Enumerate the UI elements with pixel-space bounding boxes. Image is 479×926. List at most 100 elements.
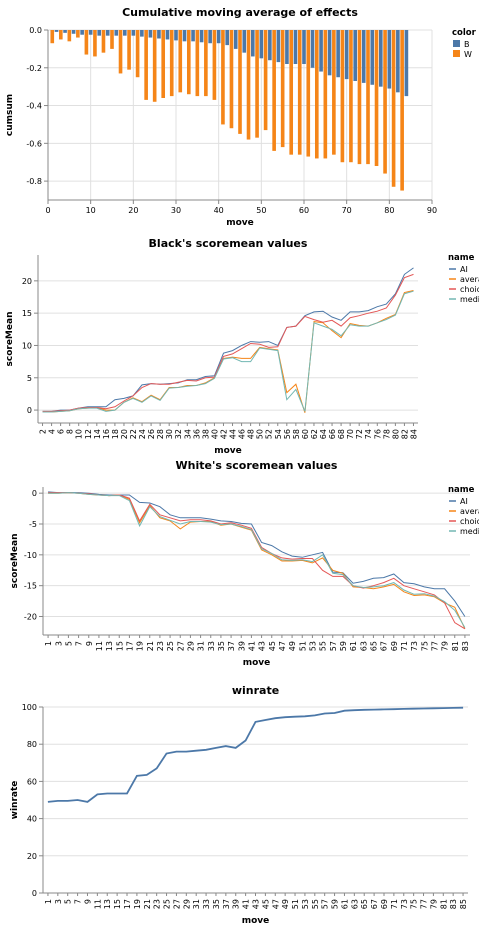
bar-B [344, 30, 349, 80]
x-tick-label: 27 [176, 641, 185, 651]
x-tick-label: 50 [256, 206, 266, 215]
x-tick-label: 51 [291, 899, 300, 909]
x-tick-label: 77 [430, 641, 439, 651]
bar-B [114, 30, 119, 36]
bar-W [255, 30, 259, 138]
x-tick-label: 43 [252, 899, 261, 909]
x-tick-label: 39 [232, 899, 241, 909]
x-tick-label: 11 [95, 641, 104, 651]
x-tick-label: 66 [328, 429, 337, 439]
x-tick-label: 52 [265, 429, 274, 439]
x-tick-label: 36 [192, 429, 201, 439]
x-tick-label: 44 [229, 429, 238, 439]
x-tick-label: 38 [201, 429, 210, 439]
bar-W [67, 30, 72, 42]
bar-B [105, 30, 110, 36]
legend-label: average [460, 275, 479, 284]
bar-W [110, 30, 114, 49]
x-tick-label: 58 [292, 429, 301, 439]
y-tick-label: -0.2 [26, 64, 42, 73]
bar-W [314, 30, 319, 159]
x-tick-label: 8 [66, 429, 75, 434]
x-tick-label: 75 [410, 899, 419, 909]
bar-B [191, 30, 195, 42]
x-tick-label: 72 [355, 429, 364, 439]
x-tick-label: 20 [120, 429, 129, 439]
bar-B [63, 30, 67, 33]
bar-W [144, 30, 148, 100]
bar-B [259, 30, 264, 59]
x-tick-label: 23 [153, 899, 162, 909]
bar-W [93, 30, 97, 57]
legend-label: median [460, 295, 479, 304]
y-tick-label: -0.4 [26, 102, 42, 111]
x-tick-label: 20 [128, 206, 138, 215]
x-tick-label: 47 [278, 641, 287, 651]
x-tick-label: 43 [258, 641, 267, 651]
bar-B [302, 30, 306, 64]
bar-B [157, 30, 161, 39]
bar-W [229, 30, 234, 129]
x-tick-label: 26 [147, 429, 156, 439]
x-tick-label: 31 [197, 641, 206, 651]
series-line-average [48, 492, 466, 630]
bar-B [199, 30, 204, 43]
x-tick-label: 27 [172, 899, 181, 909]
bar-W [340, 30, 345, 163]
x-tick-label: 63 [350, 899, 359, 909]
x-tick-label: 55 [319, 641, 328, 651]
bar-W [178, 30, 183, 93]
x-tick-label: 65 [369, 641, 378, 651]
x-tick-label: 29 [182, 899, 191, 909]
x-tick-label: 55 [311, 899, 320, 909]
x-tick-label: 68 [337, 429, 346, 439]
bar-W [383, 30, 387, 174]
x-tick-label: 37 [222, 899, 231, 909]
x-tick-label: 70 [342, 206, 352, 215]
bar-W [391, 30, 396, 187]
x-tick-label: 45 [261, 899, 270, 909]
x-tick-label: 78 [382, 429, 391, 439]
x-tick-label: 79 [441, 641, 450, 651]
y-tick-label: -0.8 [26, 177, 42, 186]
bar-W [263, 30, 268, 131]
x-tick-label: 32 [174, 429, 183, 439]
y-tick-label: -20 [24, 613, 37, 622]
bar-W [76, 30, 80, 38]
x-tick-label: 49 [288, 641, 297, 651]
x-tick-label: 41 [242, 899, 251, 909]
legend-label: W [464, 50, 472, 59]
bar-W [280, 30, 285, 148]
x-tick-label: 57 [329, 641, 338, 651]
x-tick-label: 79 [429, 899, 438, 909]
x-tick-label: 25 [166, 641, 175, 651]
x-tick-label: 13 [103, 899, 112, 909]
bar-W [204, 30, 208, 97]
x-tick-label: 10 [86, 206, 96, 215]
legend-title: name [448, 253, 475, 263]
x-tick-label: 54 [274, 429, 283, 439]
x-tick-label: 65 [360, 899, 369, 909]
x-tick-label: 30 [165, 429, 174, 439]
bar-W [152, 30, 157, 102]
chart-title: winrate [232, 684, 279, 697]
bar-B [225, 30, 230, 46]
x-tick-label: 10 [75, 429, 84, 439]
bar-B [387, 30, 392, 89]
bar-W [400, 30, 404, 191]
x-tick-label: 74 [364, 429, 373, 439]
y-axis-label: scoreMean [10, 534, 20, 589]
x-tick-label: 33 [202, 899, 211, 909]
bar-W [323, 30, 328, 159]
bar-W [349, 30, 353, 163]
x-tick-label: 17 [123, 899, 132, 909]
x-tick-label: 75 [420, 641, 429, 651]
bar-B [285, 30, 289, 64]
bar-B [353, 30, 358, 81]
chart-1: Cumulative moving average of effects 0.0 -… [5, 6, 477, 228]
y-tick-label: 5 [27, 374, 32, 383]
x-tick-label: 5 [64, 899, 73, 904]
bar-W [357, 30, 362, 165]
bar-B [370, 30, 375, 85]
